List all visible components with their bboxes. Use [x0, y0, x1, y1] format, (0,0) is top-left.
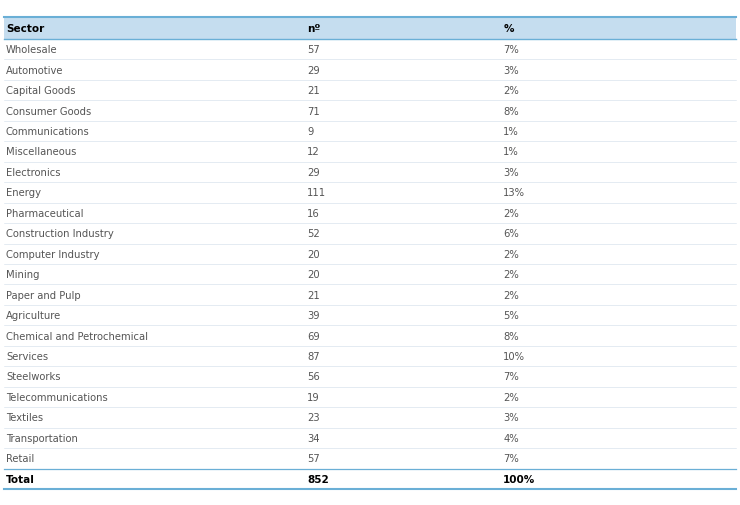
Text: 52: 52 [307, 229, 320, 239]
Text: Energy: Energy [6, 188, 41, 198]
Text: Wholesale: Wholesale [6, 45, 58, 55]
Text: Total: Total [6, 474, 35, 484]
Text: Transportation: Transportation [6, 433, 78, 443]
Text: Electronics: Electronics [6, 168, 61, 178]
Text: 87: 87 [307, 351, 320, 362]
Text: nº: nº [307, 24, 320, 34]
Text: Computer Industry: Computer Industry [6, 249, 99, 259]
Text: 2%: 2% [503, 86, 519, 96]
Text: 111: 111 [307, 188, 326, 198]
Text: 2%: 2% [503, 392, 519, 402]
Text: Retail: Retail [6, 453, 34, 464]
Text: 56: 56 [307, 372, 320, 382]
Text: 19: 19 [307, 392, 320, 402]
Text: 8%: 8% [503, 331, 519, 341]
Text: 3%: 3% [503, 413, 519, 423]
Text: Mining: Mining [6, 270, 39, 280]
Text: Services: Services [6, 351, 48, 362]
Text: 9: 9 [307, 127, 314, 137]
Text: 21: 21 [307, 290, 320, 300]
Text: Steelworks: Steelworks [6, 372, 61, 382]
Text: Agriculture: Agriculture [6, 311, 61, 321]
Text: 57: 57 [307, 45, 320, 55]
Text: 6%: 6% [503, 229, 519, 239]
Text: Miscellaneous: Miscellaneous [6, 147, 76, 157]
Text: Construction Industry: Construction Industry [6, 229, 114, 239]
Text: 3%: 3% [503, 66, 519, 76]
Text: 8%: 8% [503, 107, 519, 116]
Text: 10%: 10% [503, 351, 525, 362]
Text: 3%: 3% [503, 168, 519, 178]
Text: 69: 69 [307, 331, 320, 341]
Text: Automotive: Automotive [6, 66, 64, 76]
Text: 7%: 7% [503, 372, 519, 382]
Text: Chemical and Petrochemical: Chemical and Petrochemical [6, 331, 148, 341]
Text: 23: 23 [307, 413, 320, 423]
Text: 12: 12 [307, 147, 320, 157]
Text: 852: 852 [307, 474, 329, 484]
Text: 1%: 1% [503, 127, 519, 137]
Text: Capital Goods: Capital Goods [6, 86, 75, 96]
Text: 2%: 2% [503, 209, 519, 219]
Text: 100%: 100% [503, 474, 536, 484]
Text: Paper and Pulp: Paper and Pulp [6, 290, 81, 300]
Text: 21: 21 [307, 86, 320, 96]
Text: 20: 20 [307, 270, 320, 280]
Text: 34: 34 [307, 433, 320, 443]
Text: Pharmaceutical: Pharmaceutical [6, 209, 84, 219]
Text: 39: 39 [307, 311, 320, 321]
Text: 71: 71 [307, 107, 320, 116]
Text: 29: 29 [307, 168, 320, 178]
Text: 7%: 7% [503, 45, 519, 55]
Text: 4%: 4% [503, 433, 519, 443]
Text: Sector: Sector [6, 24, 44, 34]
Text: 2%: 2% [503, 270, 519, 280]
Text: Textiles: Textiles [6, 413, 43, 423]
Text: 1%: 1% [503, 147, 519, 157]
Text: 2%: 2% [503, 290, 519, 300]
Text: Consumer Goods: Consumer Goods [6, 107, 91, 116]
Text: 20: 20 [307, 249, 320, 259]
Text: 7%: 7% [503, 453, 519, 464]
Text: %: % [503, 24, 514, 34]
Bar [4, 18, 736, 40]
Text: Communications: Communications [6, 127, 90, 137]
Text: 2%: 2% [503, 249, 519, 259]
Text: 16: 16 [307, 209, 320, 219]
Text: 29: 29 [307, 66, 320, 76]
Text: 5%: 5% [503, 311, 519, 321]
Text: Telecommunications: Telecommunications [6, 392, 108, 402]
Text: 13%: 13% [503, 188, 525, 198]
Text: 57: 57 [307, 453, 320, 464]
